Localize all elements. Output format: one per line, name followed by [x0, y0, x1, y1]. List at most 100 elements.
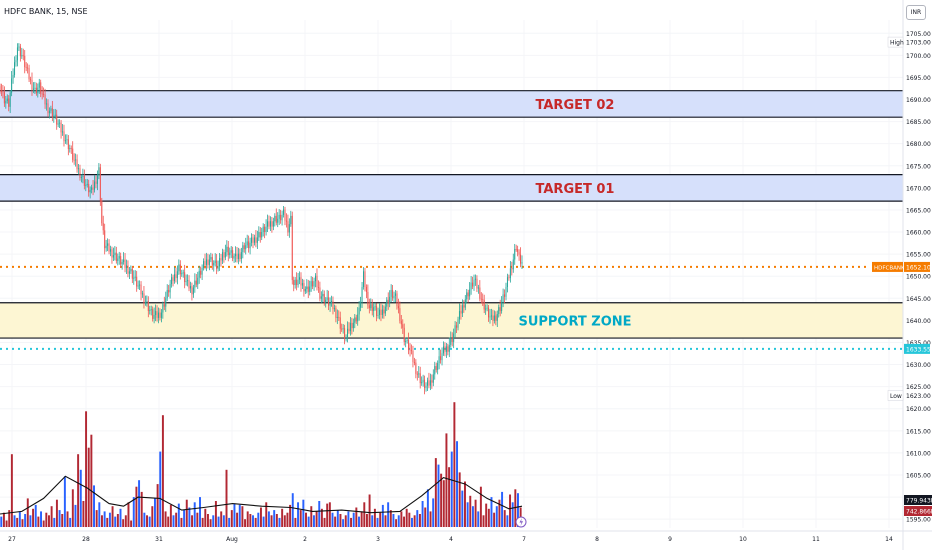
candle-body: [12, 74, 14, 79]
volume-bar: [334, 516, 337, 527]
candle-body: [489, 316, 491, 318]
symbol-tag-box: [872, 261, 903, 272]
volume-bar: [498, 499, 501, 527]
volume-bar: [323, 517, 326, 527]
candle-body: [2, 91, 4, 93]
candle-body: [431, 380, 433, 383]
candle-body: [57, 123, 59, 125]
candle-body: [502, 294, 504, 303]
candle-body: [493, 315, 495, 321]
volume-bar: [291, 493, 294, 527]
volume-bar: [429, 511, 432, 527]
volume-bar: [471, 506, 474, 527]
candle-body: [498, 307, 500, 314]
currency-button[interactable]: INR: [906, 5, 926, 20]
candle-body: [235, 253, 237, 257]
candle-body: [191, 286, 193, 295]
candle-body: [460, 311, 462, 314]
price-tag: 1623.00: [904, 390, 931, 401]
candle-body: [3, 92, 5, 104]
candle-body: [156, 311, 158, 318]
price-tag-bg: [904, 390, 930, 401]
volume-bar: [122, 519, 125, 527]
candle-body: [396, 293, 398, 307]
price-tag: 779.943K: [904, 495, 932, 505]
volume-bar: [87, 447, 90, 527]
candle-body: [280, 214, 282, 221]
candle-body: [102, 223, 104, 231]
candle-body: [165, 298, 167, 307]
candle-body: [377, 314, 379, 316]
candle-body: [416, 373, 418, 375]
candle-body: [285, 220, 287, 222]
candle-body: [405, 340, 407, 342]
volume-bar: [302, 499, 305, 527]
candle-body: [205, 259, 207, 265]
candle-body: [408, 340, 410, 350]
candle-body: [134, 276, 136, 278]
volume-bar: [482, 515, 485, 527]
volume-bar: [411, 517, 413, 527]
candle-body: [482, 299, 484, 301]
price-tag-bg: [904, 261, 930, 272]
volume-bar: [456, 441, 459, 527]
y-tick-label: 1665.00: [906, 207, 931, 214]
volume-bar: [450, 451, 453, 527]
candle-body: [147, 301, 149, 312]
x-tick-label: 9: [668, 536, 672, 543]
price-tag: 1703.00: [904, 37, 931, 48]
candle-body: [474, 278, 476, 280]
volume-bar: [307, 516, 310, 527]
candle-body: [133, 277, 135, 279]
candle-body: [248, 241, 250, 249]
candle-body: [159, 312, 161, 318]
candle-body: [223, 252, 225, 258]
candle-body: [70, 148, 72, 149]
volume-bar: [63, 476, 66, 527]
candle-body: [204, 261, 206, 265]
volume-bar: [490, 497, 493, 527]
candle-body: [89, 189, 91, 193]
volume-bar: [103, 511, 106, 527]
time-axis: 27 28 31 Aug 2 3 4 7 8 9 10 11 14: [0, 530, 932, 543]
candle-body: [178, 264, 180, 272]
volume-bar: [79, 469, 82, 527]
y-tick-label: 1660.00: [906, 230, 931, 237]
volume-moving-average: [0, 475, 523, 515]
candle-body: [338, 316, 340, 318]
candle-body: [96, 175, 98, 184]
volume-bar: [297, 502, 300, 527]
candle-body: [368, 305, 370, 309]
candle-body: [141, 293, 144, 295]
candle-body: [342, 328, 344, 330]
volume-bar: [61, 514, 64, 527]
volume-bar: [275, 514, 278, 527]
x-tick-label: Aug: [226, 536, 238, 543]
volume-bar: [464, 481, 466, 527]
volume-bar: [493, 512, 496, 527]
volume-bar: [509, 494, 512, 527]
volume-bar: [199, 497, 201, 527]
target-zone-band: [0, 90, 903, 118]
volume-bar: [77, 454, 80, 527]
volume-bar: [13, 515, 16, 527]
candle-body: [83, 176, 85, 186]
candle-body: [495, 315, 497, 321]
candle-body: [85, 184, 87, 186]
candle-body: [357, 314, 359, 322]
candle-body: [299, 277, 301, 280]
volume-bar: [130, 520, 133, 527]
candle-body: [403, 327, 405, 342]
candle-body: [297, 279, 299, 286]
candle-body: [447, 346, 449, 352]
candle-body: [62, 131, 64, 133]
candle-body: [400, 320, 402, 325]
candle-body: [476, 278, 478, 289]
volume-bar: [114, 516, 117, 527]
candle-body: [440, 356, 442, 361]
x-tick-label: 4: [449, 536, 453, 543]
y-tick-label: 1610.00: [906, 450, 931, 457]
volume-bar: [222, 515, 225, 527]
candle-body: [442, 346, 444, 354]
